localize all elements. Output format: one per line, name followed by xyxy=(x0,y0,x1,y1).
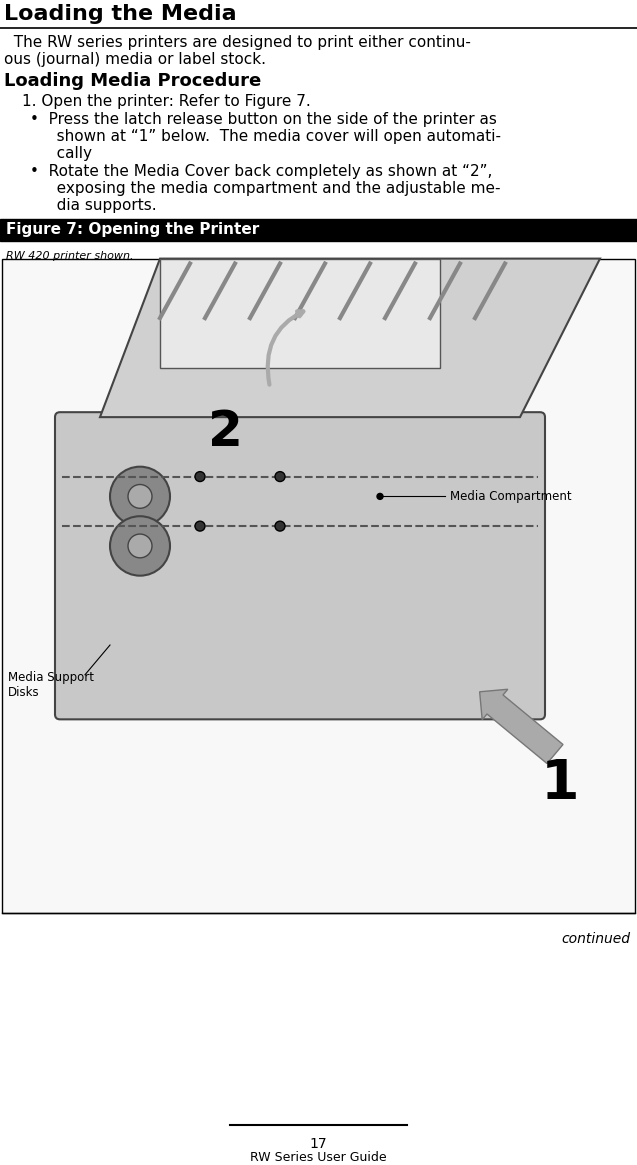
Circle shape xyxy=(128,485,152,508)
Text: Loading the Media: Loading the Media xyxy=(4,3,236,24)
Circle shape xyxy=(275,521,285,531)
FancyBboxPatch shape xyxy=(55,412,545,719)
Text: 17: 17 xyxy=(309,1137,327,1151)
Text: 1: 1 xyxy=(541,757,579,811)
Bar xyxy=(2,259,635,912)
Text: Media Compartment: Media Compartment xyxy=(450,490,571,503)
Text: •  Rotate the Media Cover back completely as shown at “2”,: • Rotate the Media Cover back completely… xyxy=(30,164,492,179)
Text: 2: 2 xyxy=(208,408,243,456)
Text: •  Press the latch release button on the side of the printer as: • Press the latch release button on the … xyxy=(30,112,497,127)
Text: Loading Media Procedure: Loading Media Procedure xyxy=(4,72,261,91)
Circle shape xyxy=(110,467,170,527)
Text: dia supports.: dia supports. xyxy=(42,198,157,213)
Text: continued: continued xyxy=(561,932,630,946)
Text: Media Support
Disks: Media Support Disks xyxy=(8,671,94,699)
Circle shape xyxy=(128,534,152,558)
Text: exposing the media compartment and the adjustable me-: exposing the media compartment and the a… xyxy=(42,182,501,197)
Circle shape xyxy=(377,494,383,500)
Text: shown at “1” below.  The media cover will open automati-: shown at “1” below. The media cover will… xyxy=(42,129,501,143)
Bar xyxy=(0,219,637,241)
Circle shape xyxy=(110,516,170,576)
Circle shape xyxy=(195,472,205,481)
Text: Figure 7: Opening the Printer: Figure 7: Opening the Printer xyxy=(6,223,259,238)
Bar xyxy=(160,259,440,368)
Text: RW Series User Guide: RW Series User Guide xyxy=(250,1151,386,1164)
Polygon shape xyxy=(100,259,600,417)
Text: RW 420 printer shown.: RW 420 printer shown. xyxy=(6,250,134,261)
FancyArrow shape xyxy=(480,690,563,763)
Circle shape xyxy=(195,521,205,531)
Text: The RW series printers are designed to print either continu-: The RW series printers are designed to p… xyxy=(4,35,471,50)
Text: 1. Open the printer: Refer to Figure 7.: 1. Open the printer: Refer to Figure 7. xyxy=(22,94,311,110)
Text: ous (journal) media or label stock.: ous (journal) media or label stock. xyxy=(4,51,266,66)
Circle shape xyxy=(275,472,285,481)
Text: cally: cally xyxy=(42,146,92,161)
